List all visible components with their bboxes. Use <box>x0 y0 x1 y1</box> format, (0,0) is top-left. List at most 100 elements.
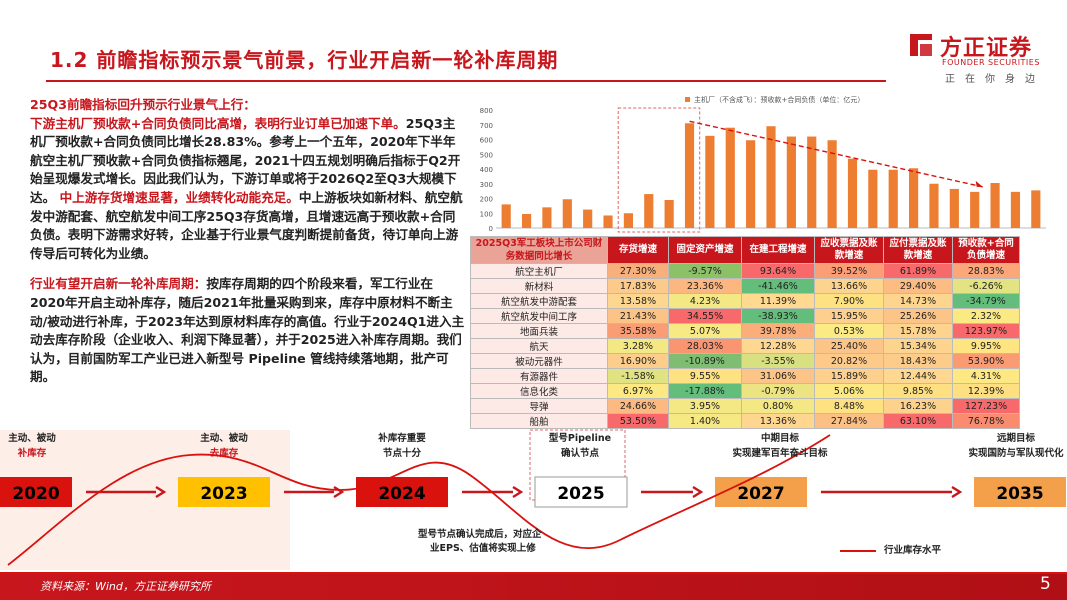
timeline-year-box <box>178 477 270 507</box>
footer-band <box>0 574 1067 600</box>
analysis-text: 25Q3前瞻指标回升预示行业景气上行： 下游主机厂预收款+合同负债同比高增，表明… <box>30 96 466 387</box>
table-cell: 13.36% <box>741 413 815 429</box>
y-tick-label: 400 <box>480 166 493 174</box>
table-row-label: 信息化类 <box>470 383 608 399</box>
source-note: 资料来源：Wind，方正证券研究所 <box>40 580 211 593</box>
chart-bar <box>1031 190 1041 228</box>
timeline-year-label: 2020 <box>12 484 59 504</box>
table-cell: 16.90% <box>607 353 669 369</box>
chart-bar <box>827 140 837 228</box>
chart-bar <box>583 209 593 228</box>
table-cell: 53.50% <box>607 413 669 429</box>
para3-highlight: 行业有望开启新一轮补库周期： <box>30 276 207 292</box>
timeline-year-label: 2027 <box>737 484 784 504</box>
table-row-label: 导弹 <box>470 398 608 414</box>
page-title: 1.2 前瞻指标预示景气前景，行业开启新一轮补库周期 <box>50 48 559 72</box>
highlight-box <box>617 107 701 233</box>
table-row-label: 有源器件 <box>470 368 608 384</box>
timeline-year-label: 2025 <box>557 484 604 504</box>
table-cell: 11.39% <box>741 293 815 309</box>
table-row: 航空航发中间工序 21.43% 34.55% -38.93% 15.95% 25.26% 2… <box>470 308 1020 324</box>
table-cell: 16.23% <box>883 398 953 414</box>
timeline-legend: 行业库存水平 <box>884 545 942 556</box>
trend-arrow-icon <box>975 180 983 187</box>
timeline-arrow-icon <box>821 485 963 499</box>
y-tick-label: 600 <box>480 137 493 145</box>
table-row: 船舶 53.50% 1.40% 13.36% 27.84% 63.10% 76.78% <box>470 413 1020 429</box>
table-header-cell: 应收票据及账款增速 <box>814 236 884 264</box>
table-cell: 5.07% <box>668 323 742 339</box>
table-cell: 13.58% <box>607 293 669 309</box>
table-cell: -1.58% <box>607 368 669 384</box>
table-row-label: 地面兵装 <box>470 323 608 339</box>
chart-bar <box>746 140 756 228</box>
table-row-label: 航空主机厂 <box>470 263 608 279</box>
chart-bar <box>847 158 858 228</box>
table-cell: 27.84% <box>814 413 884 429</box>
table-cell: -9.57% <box>668 263 742 279</box>
table-cell: 6.97% <box>607 383 669 399</box>
y-tick-label: 700 <box>480 122 493 130</box>
table-cell: 7.90% <box>814 293 884 309</box>
table-row-label: 被动元器件 <box>470 353 608 369</box>
para1-highlight: 下游主机厂预收款+合同负债同比高增，表明行业订单已加速下单。 <box>30 115 406 131</box>
timeline-caption: 节点十分 <box>382 448 421 459</box>
table-cell: 39.52% <box>814 263 884 279</box>
table-cell: 3.95% <box>668 398 742 414</box>
table-cell: 29.40% <box>883 278 953 294</box>
table-cell: -0.79% <box>741 383 815 399</box>
table-cell: 1.40% <box>668 413 742 429</box>
y-tick-label: 100 <box>480 210 493 218</box>
chart-bar <box>1010 191 1021 228</box>
timeline-caption: 主动、被动 <box>200 433 248 444</box>
chart-bar <box>766 126 776 228</box>
chart-bar <box>970 191 980 228</box>
para2-highlight: 中上游存货增速显著，业绩转化动能充足。 <box>59 189 299 205</box>
timeline-caption: 型号Pipeline <box>548 433 612 444</box>
y-tick-label: 500 <box>480 151 493 159</box>
table-cell: 93.64% <box>741 263 815 279</box>
para1-heading: 25Q3前瞻指标回升预示行业景气上行： <box>30 97 256 112</box>
trend-line <box>689 120 983 188</box>
table-header-cell: 在建工程增速 <box>741 236 815 264</box>
timeline-caption: 补库存 <box>17 448 47 459</box>
chart-bar <box>807 136 817 228</box>
chart-bar <box>725 127 735 228</box>
chart-bar <box>501 204 511 228</box>
timeline-year-box <box>974 477 1066 507</box>
timeline-arrow-icon <box>86 485 167 499</box>
table-cell: 15.78% <box>883 323 953 339</box>
table-cell: 2.32% <box>952 308 1020 324</box>
timeline-caption: 确认节点 <box>560 448 599 459</box>
table-row-label: 船舶 <box>470 413 608 429</box>
chart-bar <box>562 199 572 228</box>
advance-receipts-chart: 0 100 200 300 400 500 600 700 800 主机厂（不含成飞）：预收款+合… <box>480 95 1046 233</box>
timeline-caption: 远期目标 <box>996 433 1035 444</box>
y-tick-label: 300 <box>480 181 493 189</box>
table-cell: 28.03% <box>668 338 742 354</box>
timeline-year-box <box>715 477 807 507</box>
table-cell: 9.55% <box>668 368 742 384</box>
table-cell: 76.78% <box>952 413 1020 429</box>
timeline-year-label: 2023 <box>200 484 247 504</box>
inventory-level-curve <box>7 434 831 566</box>
chart-bar <box>542 207 552 228</box>
table-cell: -6.26% <box>952 278 1020 294</box>
table-cell: 15.95% <box>814 308 884 324</box>
table-cell: 14.73% <box>883 293 953 309</box>
timeline-arrow-icon <box>641 485 704 499</box>
logo-name: 方正证券 <box>940 36 1033 61</box>
logo-english: FOUNDER SECURITIES <box>942 58 1040 67</box>
table-header-cell: 2025Q3军工板块上市公司财务数据同比增长 <box>470 236 608 264</box>
table-cell: 127.23% <box>952 398 1020 414</box>
table-cell: 0.80% <box>741 398 815 414</box>
table-cell: 18.43% <box>883 353 953 369</box>
table-header-row: 2025Q3军工板块上市公司财务数据同比增长 存货增速 固定资产增速 在建工程增… <box>470 236 1020 264</box>
para2-body: 中上游板块如新材料、航空航发中游配套、航空航发中间工序25Q3存货高增，且增速远… <box>30 189 463 261</box>
table-cell: 25.26% <box>883 308 953 324</box>
table-cell: -3.55% <box>741 353 815 369</box>
chart-bar <box>623 213 633 228</box>
pipeline-note-2: 业EPS、估值将实现上修 <box>430 543 536 554</box>
y-tick-label: 200 <box>480 196 493 204</box>
table-cell: 28.83% <box>952 263 1020 279</box>
